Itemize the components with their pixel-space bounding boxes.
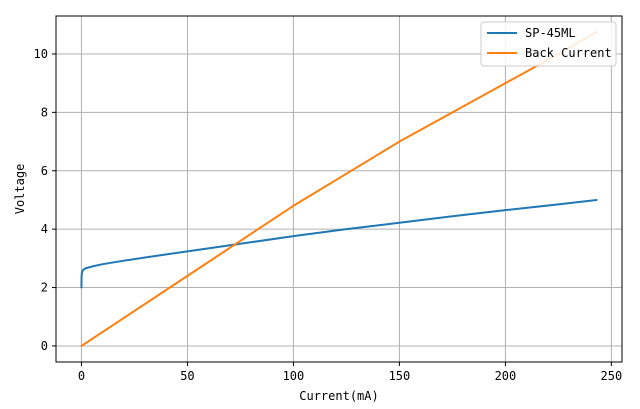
y-tick-label: 2 xyxy=(41,281,48,295)
y-tick-label: 8 xyxy=(41,105,48,119)
plot-area-frame xyxy=(55,15,623,363)
x-tick-label: 50 xyxy=(180,369,194,383)
plot-lines xyxy=(80,31,598,347)
y-tick-label: 6 xyxy=(41,164,48,178)
series-line-back-current xyxy=(80,31,598,347)
y-axis-label: Voltage xyxy=(13,164,27,215)
y-tick-label: 4 xyxy=(41,222,48,236)
axis-ticks: 0 50 100 150 200 250 0 2 4 6 8 10 xyxy=(34,47,623,383)
legend: SP-45ML Back Current xyxy=(480,21,617,67)
y-tick-label: 10 xyxy=(34,47,48,61)
series-line-sp-45ml xyxy=(80,198,598,289)
legend-label-sp-45ml: SP-45ML xyxy=(525,26,576,40)
grid xyxy=(56,16,622,362)
x-tick-label: 150 xyxy=(389,369,411,383)
legend-label-back-current: Back Current xyxy=(525,46,612,60)
y-tick-label: 0 xyxy=(41,339,48,353)
x-tick-label: 200 xyxy=(495,369,517,383)
x-axis-label: Current(mA) xyxy=(299,389,378,403)
x-tick-label: 100 xyxy=(283,369,305,383)
x-tick-label: 250 xyxy=(601,369,623,383)
x-tick-label: 0 xyxy=(78,369,85,383)
